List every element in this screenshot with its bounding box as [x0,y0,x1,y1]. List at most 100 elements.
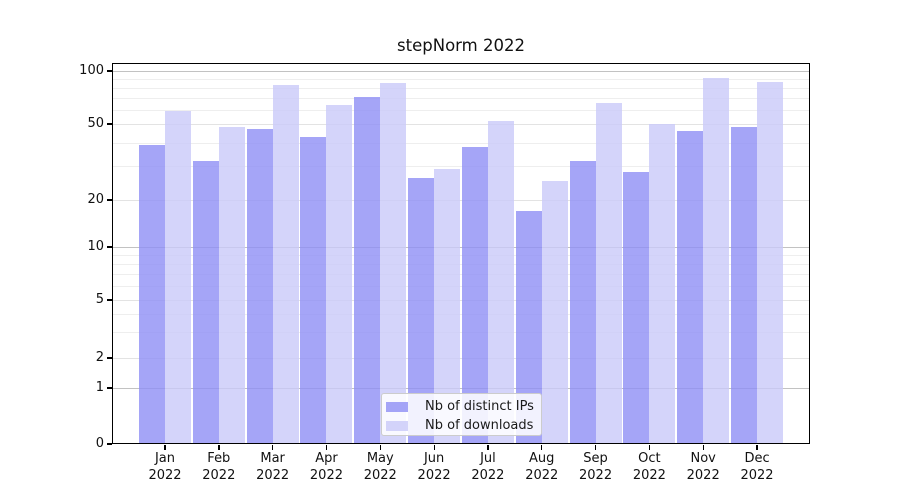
y-tick-label: 10 [87,239,104,254]
x-tick-month: Jun [423,451,445,466]
x-tick-mark [487,445,489,450]
x-tick-mark [756,445,758,450]
bar-distinct-ips [192,161,219,444]
minor-gridline [112,110,810,112]
x-tick-mark [594,445,597,450]
y-tick-mark [107,357,112,359]
minor-gridline [112,79,810,81]
minor-gridline [112,264,810,266]
bar-distinct-ips [246,129,273,444]
y-tick-label: 20 [87,192,104,207]
bar-downloads [757,81,784,444]
major-gridline [112,124,810,125]
bar-downloads [218,127,245,444]
y-tick-label: 1 [95,380,104,395]
x-tick-year: 2022 [417,467,451,483]
x-tick-label: Nov 2022 [675,451,731,484]
x-tick-month: Jul [480,451,496,466]
legend-item-downloads: Nb of downloads [386,417,541,434]
x-tick-label: Jan 2022 [137,451,193,484]
major-gridline [112,358,810,359]
y-tick-label: 50 [87,116,104,131]
x-tick-label: Dec 2022 [729,451,785,484]
plot-area [112,63,810,444]
x-tick-mark [164,445,166,450]
x-tick-month: Mar [260,451,285,466]
x-tick-mark [272,445,274,450]
x-tick-mark [218,445,220,450]
y-tick-label: 2 [95,350,104,365]
x-tick-label: Mar 2022 [245,451,301,484]
legend-label-distinct-ips: Nb of distinct IPs [425,399,534,414]
decade-gridline [112,247,810,248]
x-tick-mark [702,445,704,450]
x-tick-year: 2022 [579,467,613,483]
x-tick-year: 2022 [256,467,290,483]
minor-gridline [112,88,810,90]
x-tick-label: May 2022 [352,451,408,484]
x-tick-year: 2022 [148,467,182,483]
x-tick-year: 2022 [363,467,397,483]
x-tick-month: Jan [154,451,176,466]
legend-swatch-distinct-ips [386,401,408,412]
y-tick-mark [107,70,112,72]
legend-swatch-downloads [386,420,408,431]
x-tick-month: Oct [638,451,661,466]
decade-gridline [112,71,810,72]
bar-downloads [326,105,353,444]
bar-distinct-ips [677,130,704,444]
major-gridline [112,300,810,301]
y-tick-mark [107,387,112,389]
x-tick-year: 2022 [309,467,343,483]
x-tick-month: Feb [207,451,231,466]
x-tick-label: Sep 2022 [568,451,624,484]
y-tick-label: 5 [95,292,104,307]
bar-downloads [703,78,730,444]
legend: Nb of distinct IPs Nb of downloads [381,393,542,436]
bar-downloads [380,83,407,444]
minor-gridline [112,286,810,288]
legend-item-distinct-ips: Nb of distinct IPs [386,398,541,415]
y-tick-label: 0 [95,436,104,451]
major-gridline [112,200,810,201]
x-tick-label: Apr 2022 [298,451,354,484]
decade-gridline [112,388,810,389]
x-tick-year: 2022 [471,467,505,483]
bar-downloads [165,111,191,444]
y-tick-mark [107,246,112,248]
bar-distinct-ips [623,172,650,444]
x-tick-label: Feb 2022 [191,451,247,484]
y-tick-mark [107,299,112,301]
x-tick-label: Jun 2022 [406,451,462,484]
bar-downloads [595,102,622,444]
bar-downloads [272,85,299,444]
x-tick-label: Oct 2022 [621,451,677,484]
x-tick-mark [648,445,651,450]
x-tick-year: 2022 [632,467,666,483]
x-tick-month: Aug [529,451,555,466]
x-tick-mark [433,445,435,450]
chart-title: stepNorm 2022 [397,36,525,55]
minor-gridline [112,274,810,276]
y-tick-mark [107,123,112,125]
bar-downloads [541,181,568,444]
x-tick-month: Nov [690,451,716,466]
y-tick-mark [107,199,112,201]
minor-gridline [112,314,810,316]
minor-gridline [112,98,810,100]
minor-gridline [112,255,810,257]
x-tick-year: 2022 [686,467,720,483]
minor-gridline [112,332,810,334]
y-tick-mark [107,443,112,445]
bar-distinct-ips [731,127,758,444]
legend-label-downloads: Nb of downloads [425,418,534,433]
minor-gridline [112,142,810,144]
x-tick-year: 2022 [525,467,559,483]
y-tick-label: 100 [79,63,104,78]
x-tick-mark [541,445,543,450]
bar-distinct-ips [300,136,327,444]
bar-distinct-ips [139,144,165,444]
x-tick-mark [325,445,328,450]
bar-downloads [487,121,514,444]
x-tick-label: Aug 2022 [514,451,570,484]
